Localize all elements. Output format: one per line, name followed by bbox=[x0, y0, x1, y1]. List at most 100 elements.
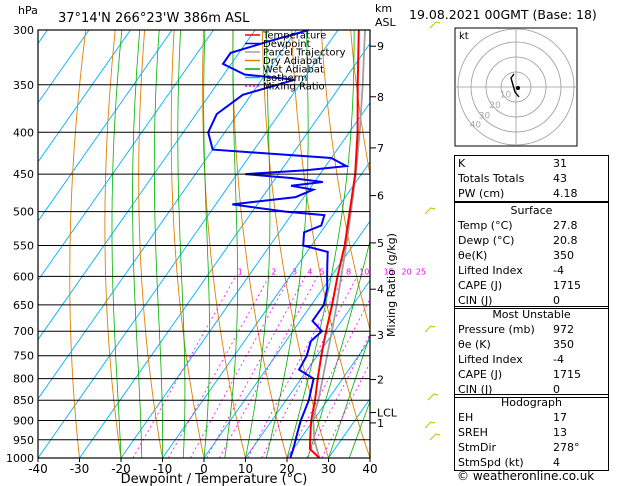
wet-adiabat-line bbox=[177, 30, 186, 458]
mixing-ratio-label: 20 bbox=[402, 267, 412, 276]
pressure-tick-label: 650 bbox=[13, 299, 34, 312]
date-label: 19.08.2021 00GMT (Base: 18) bbox=[409, 7, 597, 22]
surface-dewp-label: Dewp (°C) bbox=[458, 234, 515, 247]
tt-value: 43 bbox=[553, 172, 567, 185]
wet-adiabat-line bbox=[328, 333, 370, 458]
km-tick-label: LCL bbox=[377, 407, 398, 420]
mixing-ratio-line bbox=[168, 276, 270, 458]
pressure-tick-label: 950 bbox=[13, 434, 34, 447]
isotherm-line bbox=[203, 220, 370, 458]
pressure-tick-label: 300 bbox=[13, 24, 34, 37]
indices-table: K 31 Totals Totals 43 PW (cm) 4.18 bbox=[454, 155, 609, 202]
asl-label: ASL bbox=[375, 16, 397, 29]
k-label: K bbox=[458, 157, 466, 170]
mixing-ratio-label: 4 bbox=[307, 267, 312, 276]
mixing-ratio-label: 15 bbox=[384, 267, 394, 276]
km-tick-label: 9 bbox=[377, 40, 384, 53]
mu-cin-label: CIN (J) bbox=[458, 383, 493, 396]
x-tick-label: 20 bbox=[279, 462, 294, 476]
hodograph-kt-label: kt bbox=[459, 31, 469, 42]
hodo-dir-value: 278° bbox=[553, 441, 580, 454]
mixing-ratio-label: 8 bbox=[346, 267, 351, 276]
hodo-title: Hodograph bbox=[501, 396, 562, 409]
legend-item: Mixing Ratio bbox=[263, 82, 325, 93]
x-tick-label: 40 bbox=[362, 462, 377, 476]
x-tick-label: -40 bbox=[28, 462, 48, 476]
mixing-ratio-line bbox=[247, 276, 345, 458]
dry-adiabat-line bbox=[202, 30, 246, 458]
mu-cape-label: CAPE (J) bbox=[458, 368, 503, 381]
mu-cin-value: 0 bbox=[553, 383, 560, 396]
mixing-ratio-label: 10 bbox=[359, 267, 369, 276]
isotherm-line bbox=[38, 30, 297, 400]
legend-item: Dry Adiabat bbox=[263, 56, 322, 67]
km-tick-label: 2 bbox=[377, 374, 384, 387]
pressure-tick-label: 600 bbox=[13, 270, 34, 283]
wet-adiabat-line bbox=[203, 30, 210, 458]
x-tick-label: -20 bbox=[111, 462, 131, 476]
isotherm-line bbox=[38, 30, 131, 163]
pw-label: PW (cm) bbox=[458, 187, 505, 200]
mixing-ratio-label: 5 bbox=[319, 267, 324, 276]
mu-cape-value: 1715 bbox=[553, 368, 581, 381]
pressure-tick-label: 700 bbox=[13, 325, 34, 338]
mu-theta-label: θe (K) bbox=[458, 338, 491, 351]
k-value: 31 bbox=[553, 157, 567, 170]
hodo-srh-label: SREH bbox=[458, 426, 488, 439]
legend-item: Wet Adiabat bbox=[263, 65, 324, 76]
wet-adiabat-line bbox=[153, 30, 163, 458]
surface-li-value: -4 bbox=[553, 264, 564, 277]
dry-adiabat-line bbox=[350, 30, 370, 178]
legend-item: Isotherm bbox=[263, 73, 307, 84]
km-tick-label: 3 bbox=[377, 329, 384, 342]
surface-cin-label: CIN (J) bbox=[458, 294, 493, 307]
km-tick-label: 1 bbox=[377, 417, 384, 430]
isotherm-line bbox=[120, 101, 370, 458]
km-tick-label: 4 bbox=[377, 283, 384, 296]
pressure-tick-label: 1000 bbox=[6, 452, 34, 465]
x-tick-label: -10 bbox=[153, 462, 173, 476]
hodo-srh-value: 13 bbox=[553, 426, 567, 439]
dewpoint-line bbox=[207, 30, 350, 458]
pressure-tick-label: 850 bbox=[13, 394, 34, 407]
mu-pressure-label: Pressure (mb) bbox=[458, 323, 535, 336]
pressure-tick-label: 350 bbox=[13, 79, 34, 92]
wind-barb bbox=[424, 325, 436, 333]
x-tick-label: 10 bbox=[238, 462, 253, 476]
mixing-ratio-line bbox=[321, 361, 370, 458]
pressure-tick-label: 750 bbox=[13, 350, 34, 363]
hodo-eh-label: EH bbox=[458, 411, 474, 424]
pressure-tick-label: 500 bbox=[13, 206, 34, 219]
isotherm-line bbox=[38, 30, 339, 458]
hodograph-table: Hodograph EH 17 SREH 13 StmDir 278° StmSpd … bbox=[454, 394, 609, 471]
isotherm-line bbox=[38, 30, 90, 104]
surface-dewp-value: 20.8 bbox=[553, 234, 578, 247]
surface-theta-value: 350 bbox=[553, 249, 574, 262]
x-axis-label: Dewpoint / Temperature (°C) bbox=[121, 472, 308, 486]
dry-adiabat-line bbox=[615, 30, 629, 458]
surface-title: Surface bbox=[510, 204, 553, 217]
pressure-tick-label: 400 bbox=[13, 126, 34, 139]
mixing-ratio-line bbox=[190, 276, 291, 458]
mu-pressure-value: 972 bbox=[553, 323, 574, 336]
mu-theta-value: 350 bbox=[553, 338, 574, 351]
legend-item: Temperature bbox=[262, 31, 326, 42]
mu-title: Most Unstable bbox=[492, 308, 571, 321]
isotherm-line bbox=[0, 30, 6, 458]
wet-adiabat-line bbox=[348, 400, 370, 458]
wind-barb bbox=[427, 393, 439, 401]
hpa-label: hPa bbox=[18, 4, 38, 17]
hodo-dir-label: StmDir bbox=[458, 441, 497, 454]
dry-adiabat-line bbox=[232, 30, 288, 458]
storm-motion-marker bbox=[516, 86, 520, 90]
surface-cape-value: 1715 bbox=[553, 279, 581, 292]
isotherm-line bbox=[38, 30, 173, 222]
surface-cape-label: CAPE (J) bbox=[458, 279, 503, 292]
pressure-tick-label: 450 bbox=[13, 168, 34, 181]
mixing-ratio-line bbox=[219, 276, 318, 458]
mixing-ratio-label: 25 bbox=[416, 267, 426, 276]
mu-li-value: -4 bbox=[553, 353, 564, 366]
credit-label: © weatheronline.co.uk bbox=[457, 469, 595, 483]
surface-temp-label: Temp (°C) bbox=[458, 219, 513, 232]
pressure-tick-label: 900 bbox=[13, 415, 34, 428]
